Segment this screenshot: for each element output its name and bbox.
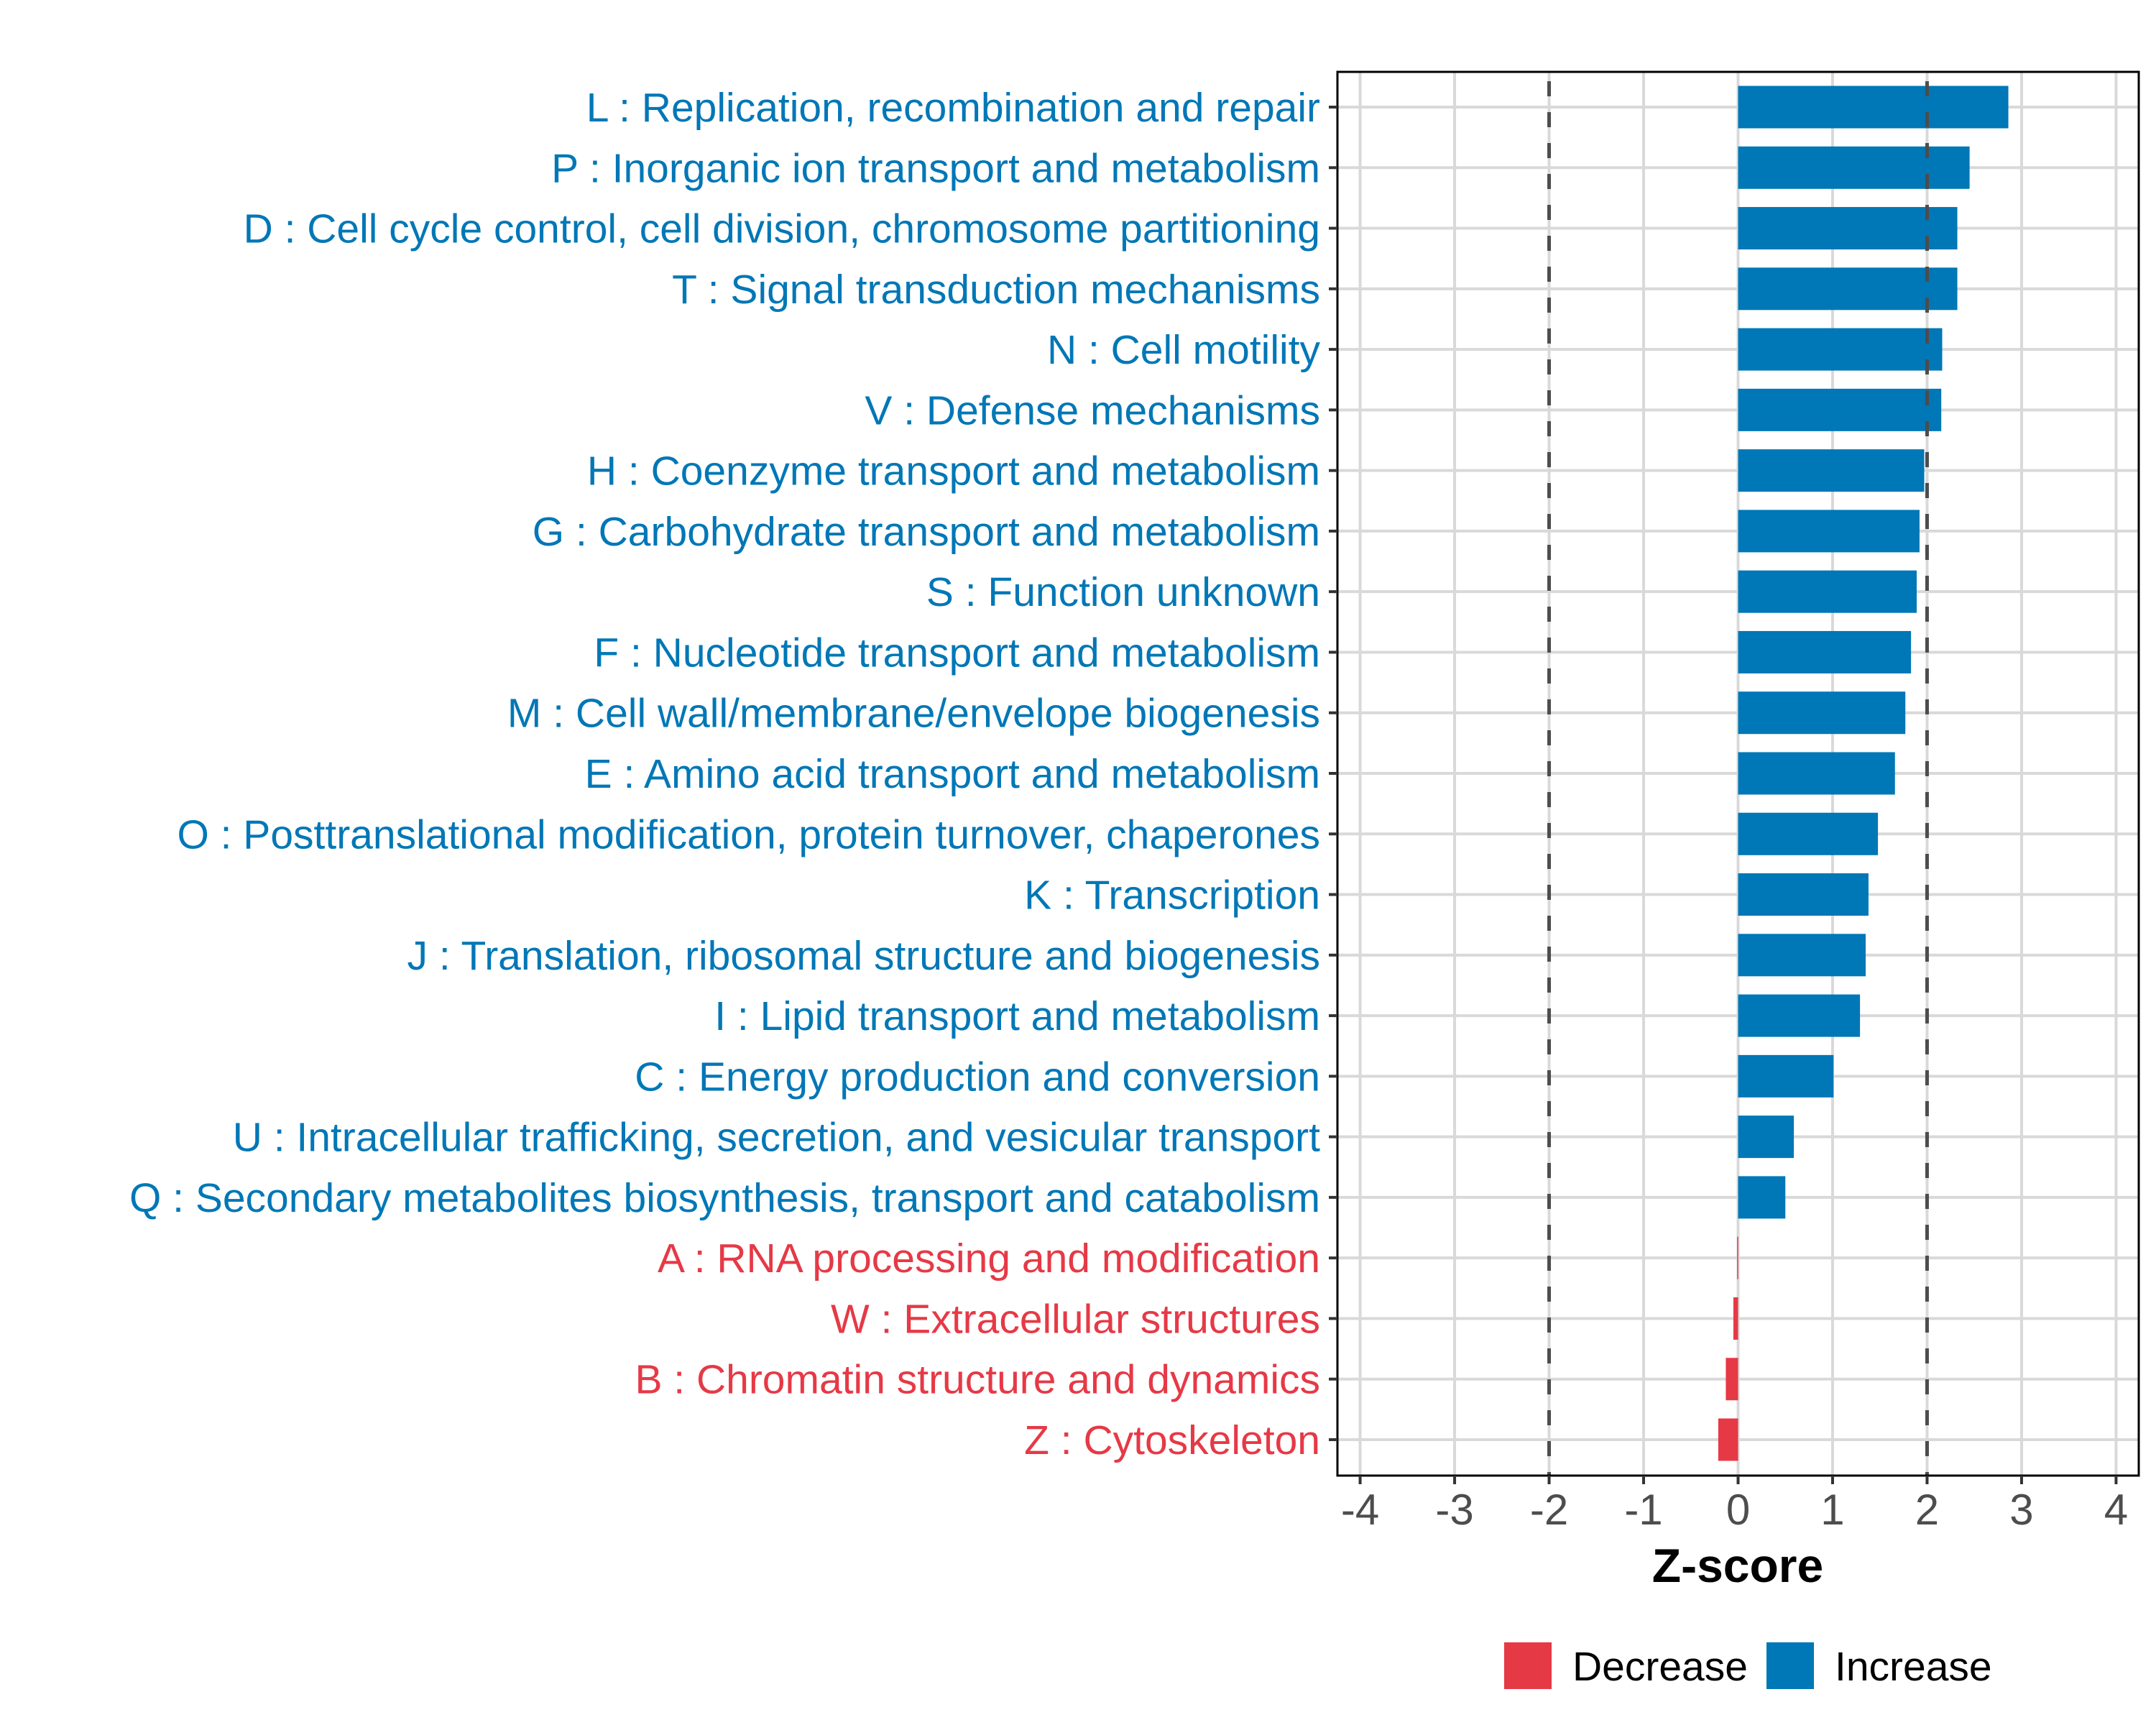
bar	[1738, 146, 1970, 189]
bar	[1738, 630, 1912, 673]
bar	[1738, 1116, 1795, 1159]
bar	[1738, 1054, 1834, 1098]
x-tick-label: -2	[1530, 1486, 1568, 1534]
bar	[1738, 388, 1942, 431]
bar	[1738, 994, 1861, 1037]
bar	[1738, 934, 1866, 977]
bar	[1738, 1176, 1786, 1219]
x-tick-label: -4	[1341, 1486, 1379, 1534]
category-label: C : Energy production and conversion	[635, 1054, 1320, 1100]
x-axis-title: Z-score	[1652, 1539, 1823, 1592]
legend-label-increase: Increase	[1835, 1644, 1992, 1690]
category-label: K : Transcription	[1024, 873, 1320, 919]
x-tick-label: -1	[1624, 1486, 1662, 1534]
bar	[1738, 449, 1925, 492]
category-label: P : Inorganic ion transport and metaboli…	[551, 145, 1320, 191]
legend-swatch-decrease	[1504, 1642, 1552, 1689]
bar	[1738, 752, 1895, 795]
category-label: T : Signal transduction mechanisms	[672, 267, 1320, 313]
bar	[1738, 812, 1879, 855]
bar	[1733, 1297, 1738, 1340]
bar	[1738, 691, 1906, 735]
category-label: Q : Secondary metabolites biosynthesis, …	[129, 1175, 1320, 1221]
legend-label-decrease: Decrease	[1572, 1644, 1748, 1690]
y-axis-labels: L : Replication, recombination and repai…	[129, 85, 1321, 1463]
bar	[1737, 1236, 1738, 1279]
category-label: U : Intracellular trafficking, secretion…	[233, 1115, 1320, 1161]
category-label: F : Nucleotide transport and metabolism	[594, 630, 1320, 676]
bar	[1738, 207, 1958, 250]
x-tick-label: -3	[1435, 1486, 1473, 1534]
bar	[1738, 570, 1917, 613]
category-label: N : Cell motility	[1047, 327, 1321, 373]
x-axis-ticks	[1358, 1476, 2118, 1484]
y-axis-ticks	[1329, 106, 1337, 1441]
category-label: J : Translation, ribosomal structure and…	[407, 933, 1320, 979]
x-axis-labels: -4 -3 -2 -1 0 1 2 3 4	[1341, 1486, 2128, 1534]
category-label: A : RNA processing and modification	[658, 1236, 1320, 1282]
category-label: B : Chromatin structure and dynamics	[635, 1357, 1320, 1403]
bars	[1718, 86, 2009, 1461]
bar	[1738, 510, 1920, 553]
category-label: W : Extracellular structures	[831, 1296, 1320, 1342]
category-label: L : Replication, recombination and repai…	[586, 85, 1320, 131]
bar	[1738, 873, 1869, 916]
x-tick-label: 0	[1726, 1486, 1750, 1534]
x-tick-label: 4	[2104, 1486, 2128, 1534]
reference-lines	[1547, 72, 1929, 1476]
category-label: Z : Cytoskeleton	[1024, 1417, 1320, 1463]
category-label: G : Carbohydrate transport and metabolis…	[533, 509, 1320, 555]
legend-swatch-increase	[1766, 1642, 1814, 1689]
category-label: S : Function unknown	[926, 569, 1320, 615]
category-label: H : Coenzyme transport and metabolism	[587, 448, 1320, 494]
bar	[1738, 86, 2009, 129]
category-label: D : Cell cycle control, cell division, c…	[244, 206, 1320, 252]
bar	[1738, 267, 1958, 310]
x-tick-label: 1	[1820, 1486, 1844, 1534]
category-label: O : Posttranslational modification, prot…	[177, 811, 1320, 857]
category-label: I : Lipid transport and metabolism	[714, 993, 1320, 1039]
x-tick-label: 3	[2009, 1486, 2033, 1534]
legend: Decrease Increase	[1504, 1642, 1992, 1690]
x-tick-label: 2	[1915, 1486, 1939, 1534]
category-label: V : Defense mechanisms	[865, 387, 1320, 433]
bar	[1738, 328, 1943, 371]
bar	[1726, 1358, 1738, 1401]
bar	[1718, 1418, 1738, 1461]
category-label: M : Cell wall/membrane/envelope biogenes…	[507, 691, 1320, 737]
category-label: E : Amino acid transport and metabolism	[585, 751, 1320, 797]
